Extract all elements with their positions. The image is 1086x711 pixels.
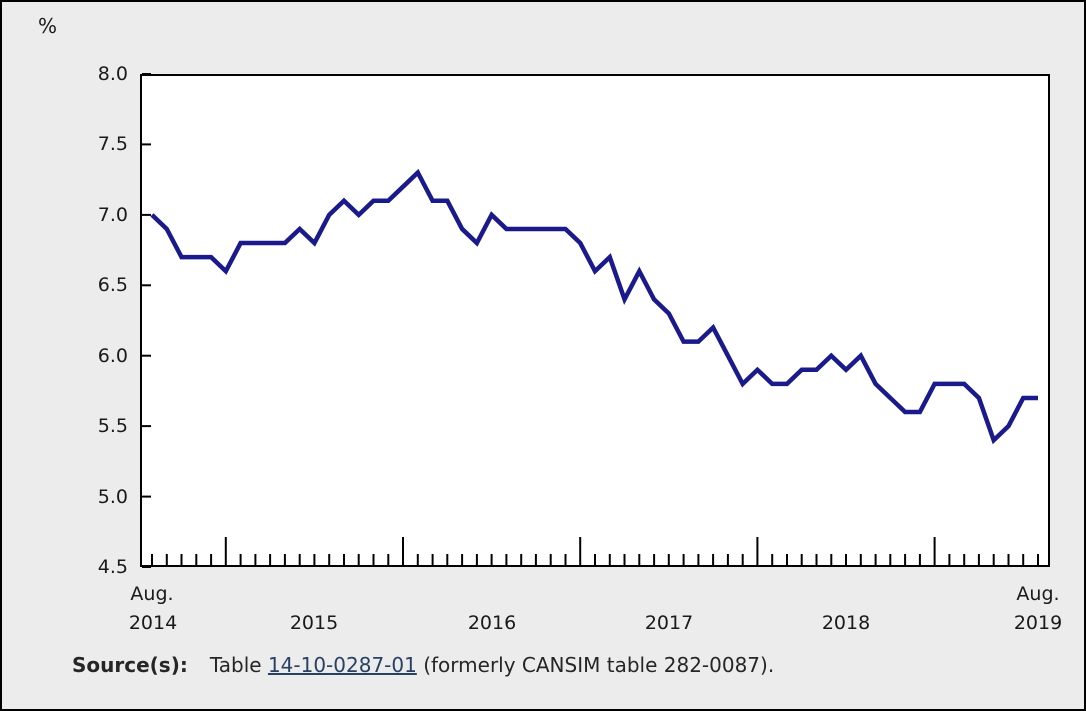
y-axis-ticks <box>142 73 151 568</box>
x-year-label: 2016 <box>467 612 517 634</box>
x-axis-ticks <box>151 537 1039 565</box>
plot-area <box>140 74 1050 567</box>
source-text-after: (formerly CANSIM table 282-0087). <box>416 653 775 677</box>
x-year-label: 2018 <box>821 612 871 634</box>
x-end-month-label: Aug. <box>1016 583 1060 605</box>
x-start-year-label: 2014 <box>128 612 178 634</box>
source-table-link[interactable]: 14-10-0287-01 <box>267 653 417 677</box>
source-text-before: Table <box>209 653 268 677</box>
y-tick-label: 6.5 <box>97 274 128 296</box>
x-start-month-label: Aug. <box>130 583 174 605</box>
x-end-year-label: 2019 <box>1013 612 1063 634</box>
y-tick-label: 5.5 <box>97 415 128 437</box>
y-tick-label: 5.0 <box>97 486 128 508</box>
y-tick-label: 4.5 <box>97 556 128 578</box>
y-axis-unit-label: % <box>38 14 58 38</box>
data-line <box>150 168 1038 445</box>
y-tick-label: 8.0 <box>97 63 128 85</box>
x-year-label: 2015 <box>289 612 339 634</box>
y-tick-label: 6.0 <box>97 345 128 367</box>
source-label: Source(s): <box>72 653 188 677</box>
source-line: Source(s): Table 14-10-0287-01 (formerly … <box>72 653 774 677</box>
y-tick-label: 7.0 <box>97 204 128 226</box>
x-year-label: 2017 <box>644 612 694 634</box>
y-tick-label: 7.5 <box>97 133 128 155</box>
